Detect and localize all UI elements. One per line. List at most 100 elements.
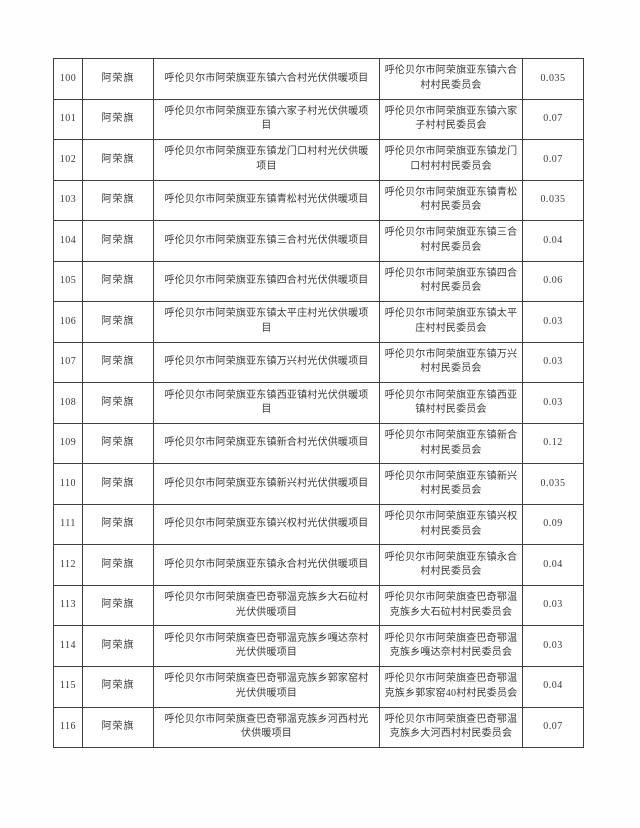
cell-row-number: 105 xyxy=(54,261,83,302)
table-row: 103 阿荣旗 呼伦贝尔市阿荣旗亚东镇青松村光伏供暖项目 呼伦贝尔市阿荣旗亚东镇… xyxy=(54,180,583,222)
cell-value: 0.09 xyxy=(543,518,563,530)
cell-value: 0.035 xyxy=(540,477,566,489)
cell-banner-name: 阿荣旗 xyxy=(83,383,154,423)
cell-row-number: 107 xyxy=(54,342,83,383)
cell-value: 0.04 xyxy=(543,680,563,692)
cell-row-number: 111 xyxy=(54,504,83,545)
cell-project-name: 呼伦贝尔市阿荣旗亚东镇太平庄村光伏供暖项目 xyxy=(154,302,380,342)
cell-village-committee: 呼伦贝尔市阿荣旗亚东镇六家子村村民委员会 xyxy=(380,99,523,140)
cell-banner-name: 阿荣旗 xyxy=(83,342,154,383)
cell-value: 0.03 xyxy=(543,599,563,611)
cell-row-number: 115 xyxy=(54,666,83,707)
cell-village-committee: 呼伦贝尔市阿荣旗亚东镇青松村村民委员会 xyxy=(380,180,523,221)
table-row: 101 阿荣旗 呼伦贝尔市阿荣旗亚东镇六家子村光伏供暖项目 呼伦贝尔市阿荣旗亚东… xyxy=(54,99,583,141)
cell-row-number: 100 xyxy=(54,59,83,99)
cell-row-number: 114 xyxy=(54,626,83,666)
table-row: 116 阿荣旗 呼伦贝尔市阿荣旗查巴奇鄂温克族乡河西村光伏供暖项目 呼伦贝尔市阿… xyxy=(54,707,583,748)
cell-village-committee: 呼伦贝尔市阿荣旗查巴奇鄂温克族乡大河西村村民委员会 xyxy=(380,707,523,748)
cell-row-number: 110 xyxy=(54,464,83,504)
cell-village-committee: 呼伦贝尔市阿荣旗亚东镇三合村村民委员会 xyxy=(380,221,523,261)
cell-row-number: 108 xyxy=(54,383,83,423)
cell-project-name: 呼伦贝尔市阿荣旗亚东镇六合村光伏供暖项目 xyxy=(154,59,380,99)
cell-value: 0.04 xyxy=(543,234,563,246)
cell-project-name: 呼伦贝尔市阿荣旗亚东镇永合村光伏供暖项目 xyxy=(154,545,380,585)
cell-banner-name: 阿荣旗 xyxy=(83,504,154,545)
cell-row-number: 103 xyxy=(54,180,83,221)
cell-row-number: 101 xyxy=(54,99,83,140)
table-row: 112 阿荣旗 呼伦贝尔市阿荣旗亚东镇永合村光伏供暖项目 呼伦贝尔市阿荣旗亚东镇… xyxy=(54,545,583,586)
cell-row-number: 109 xyxy=(54,423,83,464)
cell-banner-name: 阿荣旗 xyxy=(83,707,154,748)
cell-village-committee: 呼伦贝尔市阿荣旗亚东镇新兴村村民委员会 xyxy=(380,464,523,504)
cell-project-name: 呼伦贝尔市阿荣旗亚东镇新合村光伏供暖项目 xyxy=(154,423,380,464)
table-row: 113 阿荣旗 呼伦贝尔市阿荣旗查巴奇鄂温克族乡大石砬村光伏供暖项目 呼伦贝尔市… xyxy=(54,585,583,627)
cell-village-committee: 呼伦贝尔市阿荣旗查巴奇鄂温克族乡嘎达奈村村民委员会 xyxy=(380,626,523,666)
cell-banner-name: 阿荣旗 xyxy=(83,180,154,221)
cell-project-name: 呼伦贝尔市阿荣旗亚东镇兴权村光伏供暖项目 xyxy=(154,504,380,545)
cell-value: 0.04 xyxy=(543,558,563,570)
table-row: 106 阿荣旗 呼伦贝尔市阿荣旗亚东镇太平庄村光伏供暖项目 呼伦贝尔市阿荣旗亚东… xyxy=(54,302,583,343)
cell-project-name: 呼伦贝尔市阿荣旗亚东镇西亚镇村光伏供暖项目 xyxy=(154,383,380,423)
cell-project-name: 呼伦贝尔市阿荣旗亚东镇六家子村光伏供暖项目 xyxy=(154,99,380,140)
cell-banner-name: 阿荣旗 xyxy=(83,99,154,140)
cell-project-name: 呼伦贝尔市阿荣旗亚东镇新兴村光伏供暖项目 xyxy=(154,464,380,504)
cell-village-committee: 呼伦贝尔市阿荣旗亚东镇新合村村民委员会 xyxy=(380,423,523,464)
cell-village-committee: 呼伦贝尔市阿荣旗查巴奇鄂温克族乡大石砬村村民委员会 xyxy=(380,585,523,626)
cell-village-committee: 呼伦贝尔市阿荣旗亚东镇太平庄村村民委员会 xyxy=(380,302,523,342)
cell-project-name: 呼伦贝尔市阿荣旗查巴奇鄂温克族乡大石砬村光伏供暖项目 xyxy=(154,585,380,626)
cell-banner-name: 阿荣旗 xyxy=(83,140,154,180)
cell-value: 0.07 xyxy=(543,113,563,125)
cell-banner-name: 阿荣旗 xyxy=(83,221,154,261)
cell-project-name: 呼伦贝尔市阿荣旗亚东镇四合村光伏供暖项目 xyxy=(154,261,380,302)
cell-row-number: 106 xyxy=(54,302,83,342)
cell-project-name: 呼伦贝尔市阿荣旗查巴奇鄂温克族乡嘎达奈村光伏供暖项目 xyxy=(154,626,380,666)
cell-village-committee: 呼伦贝尔市阿荣旗亚东镇龙门口村村村民委员会 xyxy=(380,140,523,180)
table-row: 102 阿荣旗 呼伦贝尔市阿荣旗亚东镇龙门口村村光伏供暖项目 呼伦贝尔市阿荣旗亚… xyxy=(54,140,583,181)
cell-value: 0.03 xyxy=(543,639,563,651)
cell-banner-name: 阿荣旗 xyxy=(83,302,154,342)
table-row: 108 阿荣旗 呼伦贝尔市阿荣旗亚东镇西亚镇村光伏供暖项目 呼伦贝尔市阿荣旗亚东… xyxy=(54,383,583,424)
cell-village-committee: 呼伦贝尔市阿荣旗亚东镇兴权村村民委员会 xyxy=(380,504,523,545)
cell-banner-name: 阿荣旗 xyxy=(83,423,154,464)
table-row: 105 阿荣旗 呼伦贝尔市阿荣旗亚东镇四合村光伏供暖项目 呼伦贝尔市阿荣旗亚东镇… xyxy=(54,261,583,303)
cell-banner-name: 阿荣旗 xyxy=(83,59,154,99)
cell-banner-name: 阿荣旗 xyxy=(83,666,154,707)
project-table: 100 阿荣旗 呼伦贝尔市阿荣旗亚东镇六合村光伏供暖项目 呼伦贝尔市阿荣旗亚东镇… xyxy=(53,58,584,748)
cell-value: 0.03 xyxy=(543,396,563,408)
cell-value: 0.07 xyxy=(543,721,563,733)
cell-value: 0.035 xyxy=(540,72,566,84)
cell-row-number: 112 xyxy=(54,545,83,585)
table-row: 110 阿荣旗 呼伦贝尔市阿荣旗亚东镇新兴村光伏供暖项目 呼伦贝尔市阿荣旗亚东镇… xyxy=(54,464,583,505)
cell-village-committee: 呼伦贝尔市阿荣旗查巴奇鄂温克族乡郭家窑40村村民委员会 xyxy=(380,666,523,707)
cell-value: 0.03 xyxy=(543,315,563,327)
cell-value: 0.035 xyxy=(540,194,566,206)
cell-project-name: 呼伦贝尔市阿荣旗查巴奇鄂温克族乡郭家窑村光伏供暖项目 xyxy=(154,666,380,707)
table-row: 111 阿荣旗 呼伦贝尔市阿荣旗亚东镇兴权村光伏供暖项目 呼伦贝尔市阿荣旗亚东镇… xyxy=(54,504,583,546)
cell-banner-name: 阿荣旗 xyxy=(83,626,154,666)
cell-village-committee: 呼伦贝尔市阿荣旗亚东镇西亚镇村村民委员会 xyxy=(380,383,523,423)
cell-project-name: 呼伦贝尔市阿荣旗亚东镇三合村光伏供暖项目 xyxy=(154,221,380,261)
table-row: 114 阿荣旗 呼伦贝尔市阿荣旗查巴奇鄂温克族乡嘎达奈村光伏供暖项目 呼伦贝尔市… xyxy=(54,626,583,667)
table-row: 107 阿荣旗 呼伦贝尔市阿荣旗亚东镇万兴村光伏供暖项目 呼伦贝尔市阿荣旗亚东镇… xyxy=(54,342,583,384)
table-row: 115 阿荣旗 呼伦贝尔市阿荣旗查巴奇鄂温克族乡郭家窑村光伏供暖项目 呼伦贝尔市… xyxy=(54,666,583,708)
cell-village-committee: 呼伦贝尔市阿荣旗亚东镇六合村村民委员会 xyxy=(380,59,523,99)
cell-banner-name: 阿荣旗 xyxy=(83,261,154,302)
cell-row-number: 102 xyxy=(54,140,83,180)
cell-banner-name: 阿荣旗 xyxy=(83,464,154,504)
cell-row-number: 104 xyxy=(54,221,83,261)
table-row: 100 阿荣旗 呼伦贝尔市阿荣旗亚东镇六合村光伏供暖项目 呼伦贝尔市阿荣旗亚东镇… xyxy=(54,59,583,100)
cell-project-name: 呼伦贝尔市阿荣旗查巴奇鄂温克族乡河西村光伏供暖项目 xyxy=(154,707,380,748)
cell-value: 0.03 xyxy=(543,356,563,368)
cell-project-name: 呼伦贝尔市阿荣旗亚东镇龙门口村村光伏供暖项目 xyxy=(154,140,380,180)
table-row: 104 阿荣旗 呼伦贝尔市阿荣旗亚东镇三合村光伏供暖项目 呼伦贝尔市阿荣旗亚东镇… xyxy=(54,221,583,262)
cell-village-committee: 呼伦贝尔市阿荣旗亚东镇四合村村民委员会 xyxy=(380,261,523,302)
cell-value: 0.07 xyxy=(543,153,563,165)
cell-row-number: 113 xyxy=(54,585,83,626)
cell-project-name: 呼伦贝尔市阿荣旗亚东镇万兴村光伏供暖项目 xyxy=(154,342,380,383)
cell-banner-name: 阿荣旗 xyxy=(83,545,154,585)
cell-village-committee: 呼伦贝尔市阿荣旗亚东镇万兴村村民委员会 xyxy=(380,342,523,383)
table-row: 109 阿荣旗 呼伦贝尔市阿荣旗亚东镇新合村光伏供暖项目 呼伦贝尔市阿荣旗亚东镇… xyxy=(54,423,583,465)
cell-row-number: 116 xyxy=(54,707,83,748)
cell-value: 0.06 xyxy=(543,275,563,287)
